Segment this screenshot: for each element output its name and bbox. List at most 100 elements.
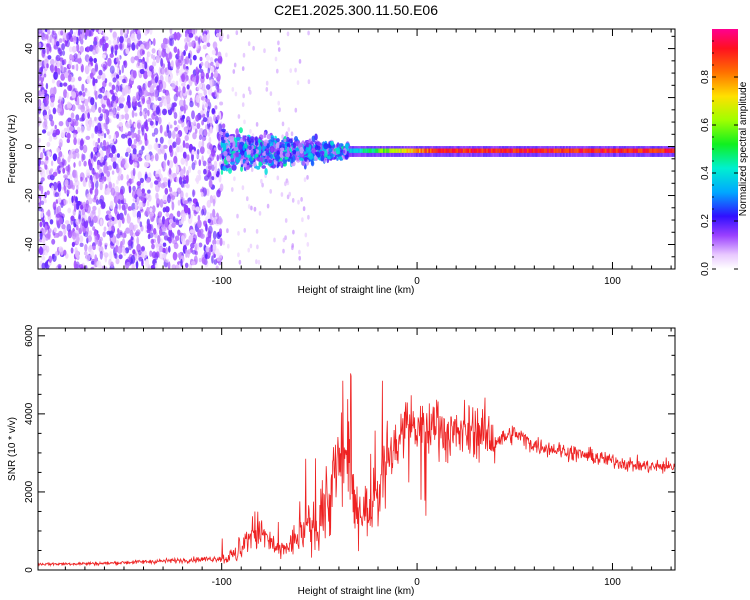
spectrogram-noise-cell — [147, 109, 150, 117]
spectrogram-faint-cell — [233, 62, 237, 68]
spectrogram-tone-core — [469, 148, 472, 153]
spectrogram-noise-cell — [108, 219, 113, 227]
spectrogram-faint-cell — [256, 244, 259, 250]
spectrogram-noise-cell — [83, 111, 87, 120]
spectrogram-noise-cell — [121, 216, 125, 224]
spectrogram-noise-cell — [135, 134, 141, 142]
spectrogram-tone-core — [375, 148, 378, 153]
spectrogram-tone-core — [369, 148, 372, 153]
spectrogram-turbulence-cell — [316, 141, 321, 146]
spectrogram-noise-cell — [40, 177, 45, 182]
spectrogram-noise-cell — [166, 194, 171, 204]
spectrogram-turbulence-cell — [266, 133, 271, 140]
spectrogram-noise-cell — [167, 179, 171, 189]
spectrogram-noise-cell — [75, 224, 79, 231]
spectrogram-noise-cell — [103, 133, 107, 139]
spectrogram-turbulence-cell — [250, 149, 254, 154]
spectrogram-faint-cell — [265, 87, 269, 92]
spectrogram-noise-cell — [181, 51, 184, 61]
spectrogram-noise-cell — [47, 131, 51, 136]
spectrogram-tone-core — [442, 148, 445, 153]
spectrogram-noise-cell — [185, 42, 188, 52]
snr-y-ticks: 0 2000 4000 6000 — [24, 324, 675, 573]
spectrogram-noise-cell — [218, 228, 223, 235]
spectrogram-tone-core — [450, 148, 453, 153]
spectrogram-noise-cell — [122, 238, 125, 246]
spectrogram-noise-cell — [155, 142, 159, 152]
spectrogram-noise-cell — [67, 155, 71, 163]
spectrogram-noise-cell — [197, 219, 202, 229]
spectrogram-tone-core — [636, 148, 639, 153]
spectrogram-noise-cell — [165, 47, 170, 54]
spectrogram-noise-cell — [131, 263, 135, 269]
spectrogram-noise-cell — [205, 102, 208, 108]
spectrogram-noise-cell — [188, 52, 191, 59]
spectrogram-faint-cell — [282, 248, 285, 254]
spectrogram-noise-cell — [104, 42, 108, 52]
spectrogram-noise-cell — [216, 83, 220, 93]
spectrogram-tone-core — [637, 148, 641, 153]
spectrogram-faint-cell — [249, 243, 253, 249]
spectrogram-noise-cell — [57, 205, 61, 214]
spectrogram-noise-cell — [164, 67, 168, 73]
spectrogram-noise-cell — [85, 90, 91, 97]
spectrogram-noise-cell — [180, 235, 185, 243]
spectrogram-faint-cell — [247, 86, 251, 92]
spectrogram-noise-cell — [209, 79, 213, 88]
spectrogram-turbulence-cell — [328, 148, 333, 153]
spectrogram-noise-cell — [211, 49, 216, 55]
spectrogram-noise-cell — [61, 43, 65, 51]
spectrogram-noise-cell — [100, 218, 103, 227]
spectrogram-faint-cell — [282, 237, 286, 243]
spectrogram-noise-cell — [116, 57, 119, 63]
spectrogram-noise-cell — [101, 126, 105, 132]
spectrogram-noise-cell — [192, 29, 196, 35]
spectrogram-tone-core — [458, 148, 461, 153]
spectrogram-noise-cell — [163, 98, 167, 107]
spectrogram-noise-cell — [39, 152, 44, 160]
spectrogram-noise-cell — [189, 229, 195, 234]
spectrogram-faint-cell — [294, 67, 297, 73]
spectrogram-turbulence-cell — [299, 146, 304, 154]
spectrogram-noise-cell — [45, 233, 51, 239]
spectrogram-noise-cell — [127, 103, 131, 109]
spectrogram-noise-cell — [200, 71, 205, 80]
spectrogram-noise-cell — [76, 43, 80, 53]
spectrogram-tone-core — [645, 148, 648, 153]
spectrogram-noise-cell — [51, 78, 56, 84]
spectrogram-panel: -100 0 100 -40 -20 0 20 40 Height of straight … — [7, 28, 676, 296]
spectrogram-noise-cell — [108, 181, 112, 189]
spectrogram-noise-cell — [97, 240, 103, 247]
spectrogram-turbulence-cell — [225, 148, 230, 152]
spectrogram-noise-cell — [191, 110, 195, 120]
spectrogram-tone-core — [587, 148, 591, 153]
spectrogram-tone-core — [498, 148, 501, 153]
spectrogram-noise-cell — [201, 256, 206, 265]
spectrogram-noise-cell — [144, 41, 150, 50]
spectrogram-turbulence-cell — [292, 150, 297, 155]
spectrogram-noise-cell — [88, 120, 92, 128]
snr-x-ticks: -100 0 100 — [64, 328, 672, 588]
spectrogram-noise-cell — [191, 152, 194, 162]
spectrogram-noise-cell — [117, 159, 121, 164]
spectrogram-tone-core — [617, 148, 620, 153]
spectrogram-noise-cell — [92, 77, 96, 86]
spectrogram-noise-cell — [209, 126, 213, 133]
spectrogram-noise-cell — [201, 101, 206, 109]
spectrogram-noise-cell — [80, 29, 83, 35]
spectrogram-noise-cell — [176, 210, 181, 217]
spectrogram-noise-cell — [209, 144, 213, 150]
spectrogram-tone-core — [365, 148, 369, 153]
spectrogram-noise-cell — [76, 96, 80, 106]
spectrogram-noise-cell — [160, 42, 166, 49]
spectrogram-noise-cell — [137, 153, 142, 159]
spectrogram-tone-core — [464, 148, 467, 153]
spectrogram-noise-cell — [132, 148, 137, 155]
spectrogram-noise-cell — [74, 169, 78, 179]
spectrogram-noise-cell — [53, 206, 57, 216]
spectrogram-noise-cell — [44, 29, 48, 33]
spectrogram-noise-cell — [142, 250, 148, 259]
spectrogram-turbulence-cell — [342, 150, 346, 154]
spectrogram-noise-cell — [204, 175, 209, 182]
spectrogram-noise-cell — [185, 158, 188, 167]
